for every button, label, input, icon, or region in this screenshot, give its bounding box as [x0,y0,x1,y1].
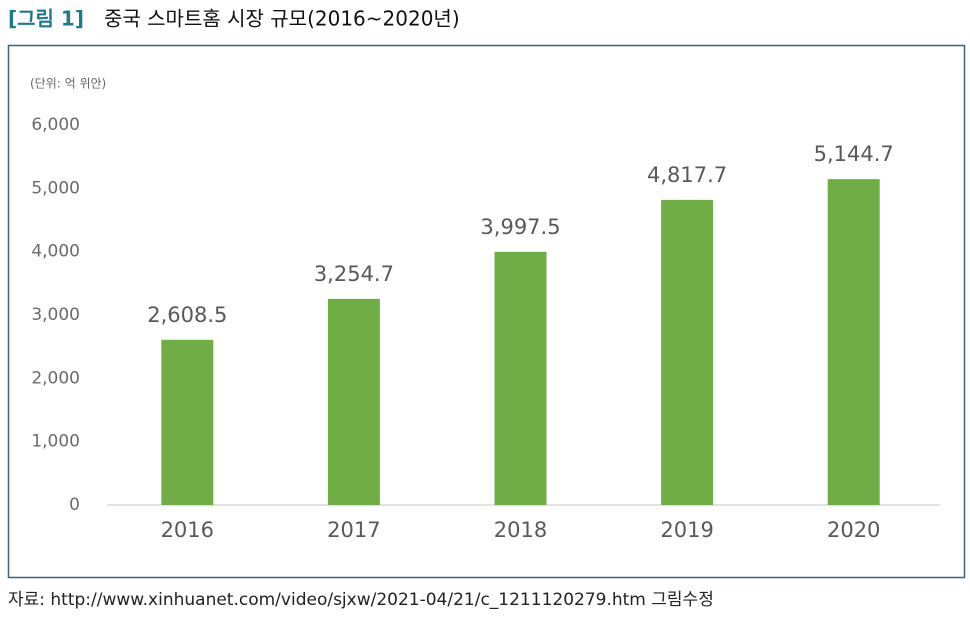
x-tick-label: 2016 [161,518,214,542]
x-tick-label: 2020 [827,518,880,542]
value-label: 3,254.7 [314,262,394,286]
y-tick-label: 0 [69,495,80,515]
chart-frame [7,44,966,579]
x-tick-label: 2018 [494,518,547,542]
x-tick-label: 2019 [660,518,713,542]
bar [827,179,880,505]
y-tick-label: 3,000 [31,305,80,325]
bar [661,199,714,505]
bar [327,298,380,505]
unit-label: (단위: 억 위안) [30,77,106,91]
value-label: 2,608.5 [147,303,227,327]
y-tick-label: 4,000 [31,242,80,262]
chart-title: 중국 스마트홈 시장 규모(2016~2020년) [104,7,460,31]
value-label: 5,144.7 [814,142,894,166]
y-tick-label: 5,000 [31,178,80,198]
value-label: 3,997.5 [480,215,560,239]
y-tick-label: 6,000 [31,115,80,135]
x-tick-label: 2017 [327,518,380,542]
bar [494,251,547,505]
y-tick-label: 1,000 [31,432,80,452]
y-tick-label: 2,000 [31,368,80,388]
figure-label: [그림 1] [8,7,84,31]
source-note: 자료: http://www.xinhuanet.com/video/sjxw/… [8,590,714,610]
bar [161,339,214,505]
value-label: 4,817.7 [647,163,727,187]
